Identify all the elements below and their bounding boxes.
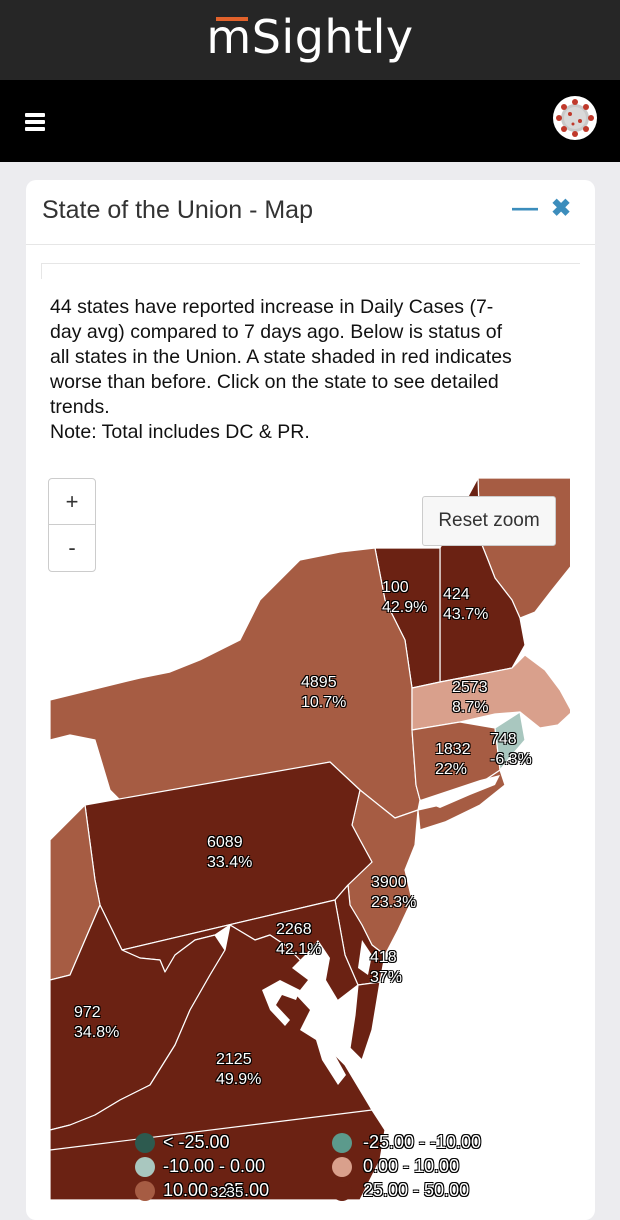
state-label-va[interactable]: 2125 49.9% (216, 1050, 261, 1090)
legend-dot (135, 1181, 155, 1201)
label-change: 42.9% (382, 599, 428, 616)
reset-zoom-button[interactable]: Reset zoom (422, 496, 556, 546)
description-line: Note: Total includes DC & PR. (50, 421, 310, 443)
label-change: 37% (370, 969, 403, 986)
label-cases: 424 (443, 586, 470, 603)
state-label-ri[interactable]: 748 -6.3% (490, 730, 532, 770)
legend-dot (332, 1133, 352, 1153)
label-cases: 3900 (371, 874, 407, 891)
state-ri (494, 711, 526, 771)
delaware-bay (358, 940, 372, 975)
state-label-nj[interactable]: 3900 23.3% (371, 873, 416, 913)
state-label-md[interactable]: 2268 42.1% (276, 920, 321, 960)
description-line: 44 states have reported increase in Dail… (50, 296, 494, 318)
legend-dot (332, 1157, 352, 1177)
label-change: 42.1% (276, 941, 322, 958)
legend-dot (135, 1157, 155, 1177)
state-ma (411, 654, 570, 731)
legend-label[interactable]: < -25.00 (163, 1132, 230, 1152)
legend-dot (135, 1133, 155, 1153)
label-cases: 972 (74, 1004, 101, 1021)
app-header: mSightly (0, 0, 620, 80)
zoom-out-button[interactable]: - (68, 535, 76, 560)
state-ny (50, 547, 421, 819)
label-cases: 2268 (276, 921, 312, 938)
state-label-wv[interactable]: 972 34.8% (74, 1003, 119, 1043)
chesapeake-bay (292, 940, 346, 1085)
label-cases: 6089 (207, 834, 243, 851)
navigation-bar (0, 80, 620, 162)
state-label-vt[interactable]: 100 42.9% (382, 578, 427, 618)
label-change: -6.3% (490, 751, 532, 768)
state-label-ny[interactable]: 4895 10.7% (301, 673, 346, 713)
description-line: worse than before. Click on the state to… (50, 371, 499, 393)
label-cases: 418 (370, 949, 397, 966)
label-cases: 2573 (452, 679, 488, 696)
va-coast (370, 1090, 384, 1115)
label-change: 33.4% (207, 854, 253, 871)
label-cases: 4895 (301, 674, 337, 691)
cape-cod-water (545, 728, 570, 748)
description-line: day avg) compared to 7 days ago. Below i… (50, 321, 502, 343)
state-label-ma[interactable]: 2573 8.7% (452, 678, 488, 718)
label-change: 49.9% (216, 1071, 262, 1088)
card-title: State of the Union - Map (42, 196, 313, 224)
map-legend: < -25.00 -25.00 - -10.00 -10.00 - 0.00 0… (130, 1130, 570, 1201)
potomac-river (262, 980, 300, 1026)
state-nc (50, 1109, 386, 1200)
zoom-in-button[interactable]: + (49, 479, 95, 525)
card-header: State of the Union - Map — ✖ (26, 180, 595, 245)
legend-label[interactable]: -10.00 - 0.00 (163, 1156, 266, 1176)
legend-label[interactable]: 25.00 - 50.00 (363, 1180, 470, 1200)
description-line: trends. (50, 396, 110, 418)
legend-label[interactable]: -25.00 - -10.00 (363, 1132, 482, 1152)
state-label-pa[interactable]: 6089 33.4% (207, 833, 252, 873)
close-icon[interactable]: ✖ (551, 195, 572, 222)
minus-icon[interactable]: — (512, 192, 538, 222)
long-island-sound (420, 775, 500, 808)
choropleth-map[interactable] (50, 478, 570, 1200)
label-change: 43.7% (443, 606, 489, 623)
zoom-controls: + - (48, 478, 96, 572)
description-line: all states in the Union. A state shaded … (50, 346, 512, 368)
label-cases: 748 (490, 731, 517, 748)
legend-label[interactable]: 10.00 - 25.00 (163, 1180, 270, 1200)
hamburger-icon[interactable] (25, 113, 45, 131)
overlap-state-label: 3235 (210, 1184, 244, 1201)
label-change: 23.3% (371, 894, 417, 911)
legend-label[interactable]: 0.00 - 10.00 (363, 1156, 460, 1176)
brand-logo[interactable]: mSightly (206, 10, 414, 64)
state-label-de[interactable]: 418 37% (370, 948, 402, 988)
state-label-ct[interactable]: 1832 22% (435, 740, 471, 780)
label-cases: 2125 (216, 1051, 252, 1068)
label-change: 34.8% (74, 1024, 120, 1041)
logo-accent (216, 17, 248, 21)
tab-divider (41, 263, 42, 279)
label-cases: 100 (382, 579, 409, 596)
label-change: 8.7% (452, 699, 489, 716)
coronavirus-icon[interactable] (553, 96, 597, 140)
map-description: 44 states have reported increase in Dail… (50, 295, 570, 445)
state-label-nh[interactable]: 424 43.7% (443, 585, 488, 625)
state-md-es (349, 981, 381, 1061)
label-cases: 1832 (435, 741, 471, 758)
label-change: 22% (435, 761, 468, 778)
legend-dot (332, 1181, 352, 1201)
tab-underline (42, 263, 580, 264)
label-change: 10.7% (301, 694, 347, 711)
